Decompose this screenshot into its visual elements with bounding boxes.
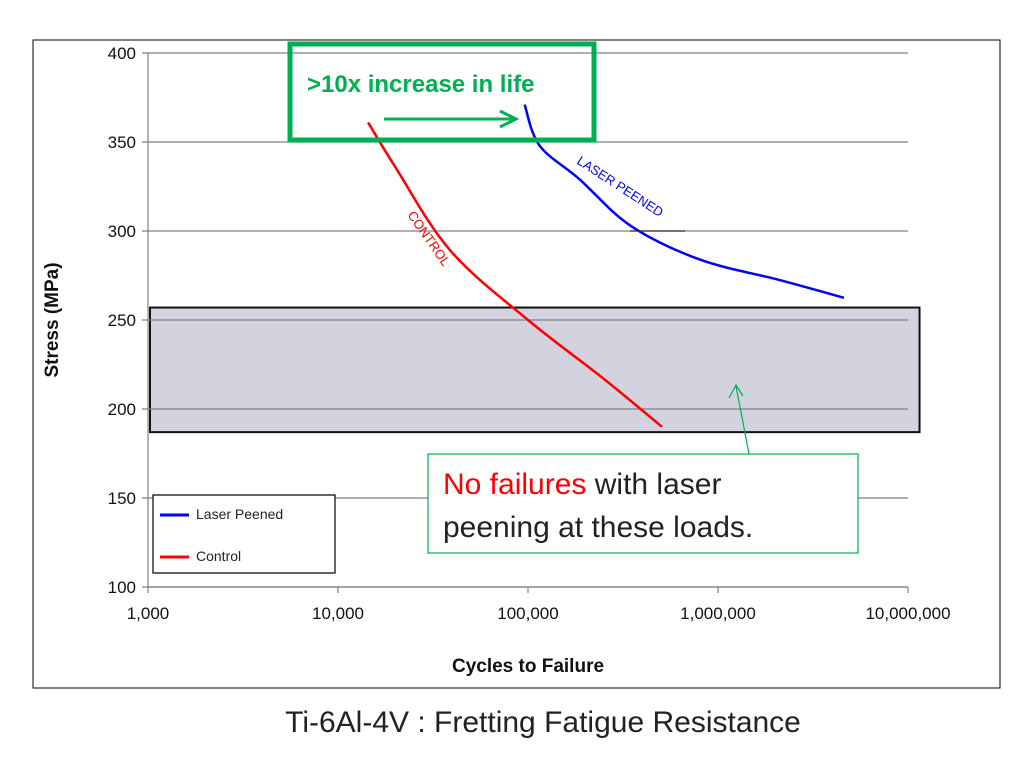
callout-line1-rest: with laser	[586, 468, 721, 501]
callout-highlight: No failures	[443, 468, 586, 501]
callout-arrow	[735, 385, 750, 455]
callout-box	[427, 453, 859, 554]
series-line-laser-peened	[523, 104, 845, 299]
increase-arrowhead	[499, 109, 520, 129]
x-tick-label: 10,000,000	[865, 604, 950, 623]
y-tick-label: 300	[108, 222, 136, 241]
x-tick-label: 1,000	[127, 604, 170, 623]
y-tick-label: 150	[108, 489, 136, 508]
x-axis-label: Cycles to Failure	[452, 656, 604, 677]
legend: Laser Peened Control	[152, 494, 336, 574]
series-line-control	[367, 121, 663, 428]
chart-title: Ti-6Al-4V : Fretting Fatigue Resistance	[285, 706, 801, 739]
y-tick-label: 400	[108, 44, 136, 63]
increase-box	[287, 41, 597, 143]
increase-annotation: >10x increase in life	[287, 41, 597, 143]
increase-text: >10x increase in life	[307, 71, 534, 98]
callout-arrowhead	[728, 383, 744, 399]
y-tick-label: 250	[108, 311, 136, 330]
x-tick-label: 1,000,000	[680, 604, 756, 623]
x-tick-label: 100,000	[497, 604, 558, 623]
legend-label-control: Control	[196, 548, 241, 564]
y-tick-label: 350	[108, 133, 136, 152]
callout-line1: No failures with laser	[443, 468, 721, 501]
shaded-band	[149, 306, 921, 434]
x-tick-label: 10,000	[312, 604, 364, 623]
y-tick-label: 200	[108, 400, 136, 419]
legend-label-laser-peened: Laser Peened	[196, 506, 283, 522]
y-axis-label: Stress (MPa)	[42, 262, 63, 377]
legend-box	[152, 494, 336, 574]
y-tick-label: 100	[108, 578, 136, 597]
callout-line2: peening at these loads.	[443, 511, 753, 544]
no-failures-annotation: No failures with laser peening at these …	[427, 383, 859, 554]
